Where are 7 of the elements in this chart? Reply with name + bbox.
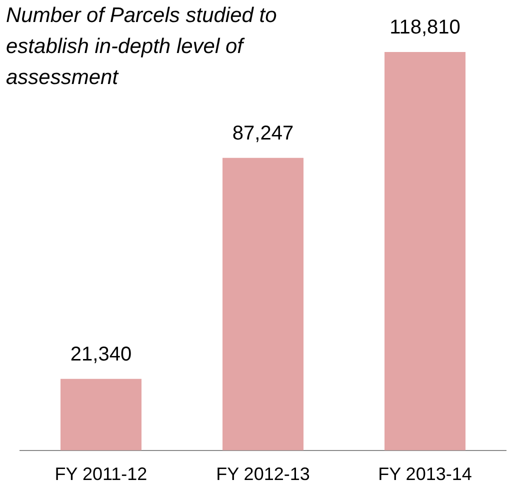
x-tick-label: FY 2012-13	[216, 464, 310, 484]
x-tick-label: FY 2013-14	[378, 464, 472, 484]
data-label: 118,810	[390, 16, 460, 39]
chart-title: Number of Parcels studied to establish in-depth level of assessment	[6, 3, 278, 91]
x-tick-label: FY 2011-12	[54, 464, 148, 484]
data-label: 87,247	[232, 122, 294, 144]
data-label: 21,340	[70, 343, 132, 366]
